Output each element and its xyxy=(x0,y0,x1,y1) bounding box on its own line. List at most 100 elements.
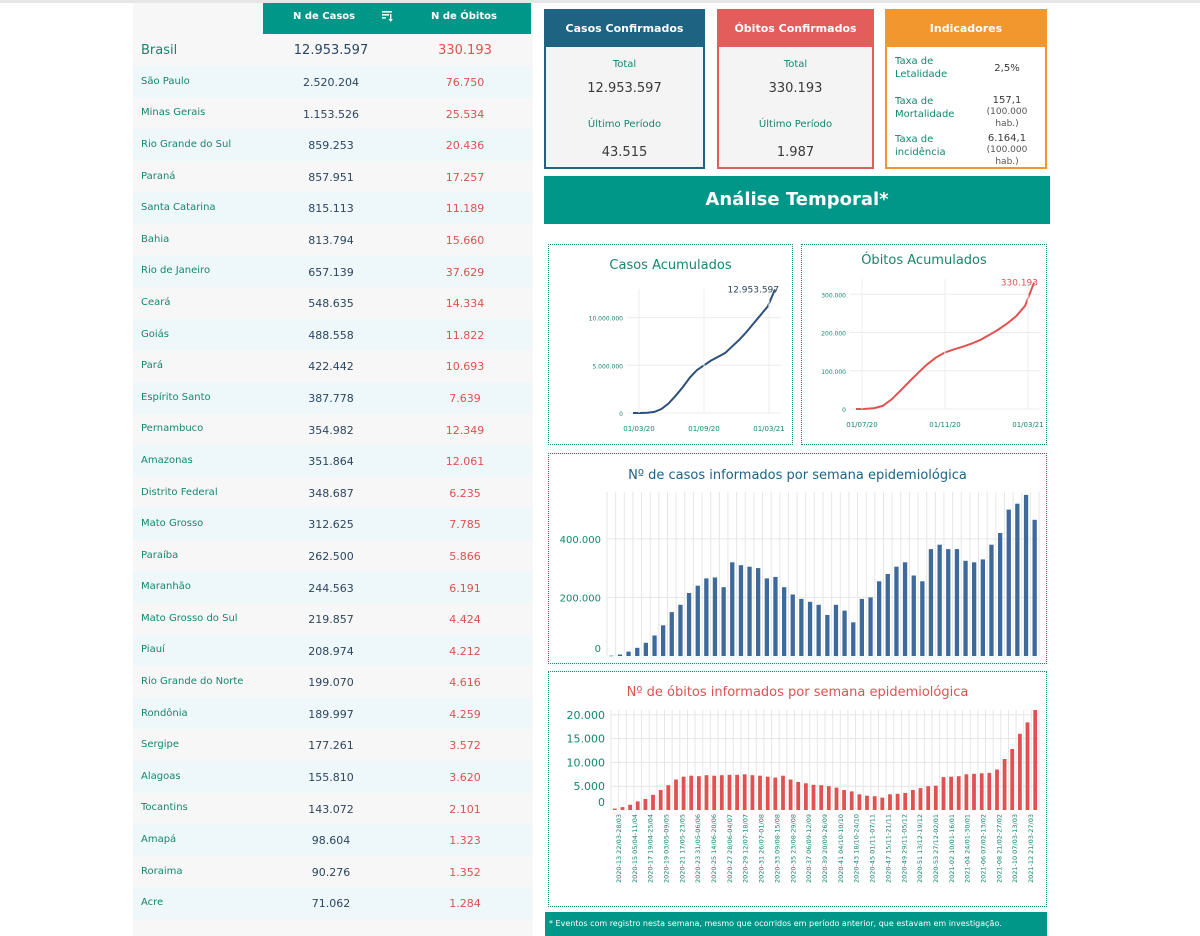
bar xyxy=(842,790,846,810)
bar xyxy=(833,604,839,657)
table-row[interactable]: Pará 422.442 10.693 xyxy=(133,350,531,382)
table-row[interactable]: Pernambuco 354.982 12.349 xyxy=(133,414,531,446)
x-tick-label: 2021-06 07/02-13/02 xyxy=(980,814,988,883)
x-tick-label: 2021-10 07/03-13/03 xyxy=(1011,814,1019,883)
bar xyxy=(911,790,915,810)
kpi-cases-title: Casos Confirmados xyxy=(546,11,703,47)
row-name: Espírito Santo xyxy=(141,391,211,403)
table-row[interactable]: Mato Grosso 312.625 7.785 xyxy=(133,508,531,540)
table-row[interactable]: Amapá 98.604 1.323 xyxy=(133,824,531,856)
table-row[interactable]: Minas Gerais 1.153.526 25.534 xyxy=(133,98,531,130)
x-tick-label: 2020-29 12/07-18/07 xyxy=(742,814,750,883)
table-row[interactable]: Paraíba 262.500 5.866 xyxy=(133,540,531,572)
row-name: Rio de Janeiro xyxy=(141,265,211,277)
bar xyxy=(807,601,813,656)
row-cases: 189.997 xyxy=(308,707,354,721)
row-cases: 155.810 xyxy=(308,771,354,785)
end-value-label: 12.953.597 xyxy=(727,285,779,295)
table-row[interactable]: Goiás 488.558 11.822 xyxy=(133,318,531,351)
row-cases: 143.072 xyxy=(308,802,354,816)
bar xyxy=(842,610,847,656)
bar xyxy=(918,788,923,810)
table-row[interactable]: Acre 71.062 1.284 xyxy=(133,887,531,920)
x-tick-label: 2020-39 20/09-26/09 xyxy=(821,814,829,883)
bar xyxy=(704,578,709,656)
table-row-brasil[interactable]: Brasil 12.953.597 330.193 xyxy=(133,34,531,66)
bar xyxy=(928,549,934,656)
table-row[interactable]: Amazonas 351.864 12.061 xyxy=(133,445,531,477)
bar xyxy=(781,775,785,810)
bar xyxy=(972,562,977,656)
x-tick-label: 2021-02 10/01-16/01 xyxy=(948,814,956,883)
kpi-deaths-card: Óbitos Confirmados Total 330.193 Último … xyxy=(717,9,874,169)
table-row[interactable]: Paraná 857.951 17.257 xyxy=(133,161,531,193)
sort-icon[interactable] xyxy=(381,9,393,23)
table-row[interactable]: Sergipe 177.261 3.572 xyxy=(133,729,531,761)
table-row[interactable]: Roraima 90.276 1.352 xyxy=(133,856,531,888)
bar xyxy=(1032,519,1037,656)
table-row[interactable]: Rio de Janeiro 657.139 37.629 xyxy=(133,255,531,288)
bar xyxy=(941,777,946,810)
row-deaths: 6.191 xyxy=(449,581,481,595)
bar xyxy=(658,790,663,810)
y-tick-label: 5.000 xyxy=(574,780,606,793)
bar xyxy=(979,773,984,810)
y-tick-label: 100.000 xyxy=(821,369,846,376)
bar xyxy=(756,568,761,656)
bar xyxy=(877,581,882,656)
table-row[interactable]: Rio Grande do Sul 859.253 20.436 xyxy=(133,129,531,161)
table-row[interactable]: Maranhão 244.563 6.191 xyxy=(133,571,531,604)
table-row[interactable]: Distrito Federal 348.687 6.235 xyxy=(133,477,531,509)
table-row[interactable]: Rondônia 189.997 4.259 xyxy=(133,697,531,730)
bar xyxy=(1018,733,1022,810)
kpi-indicators-card: Indicadores Taxa de Letalidade 2,5% Taxa… xyxy=(885,9,1047,169)
bar xyxy=(669,612,674,656)
table-row[interactable]: Espírito Santo 387.778 7.639 xyxy=(133,381,531,414)
table-row[interactable]: Piauí 208.974 4.212 xyxy=(133,634,531,667)
row-name: Maranhão xyxy=(141,581,191,593)
bar xyxy=(885,574,890,656)
row-deaths: 12.349 xyxy=(445,423,485,437)
bar xyxy=(980,559,985,656)
row-name: Paraíba xyxy=(141,549,179,561)
table-row[interactable]: Alagoas 155.810 3.620 xyxy=(133,761,531,793)
x-tick-label: 2020-37 06/09-12/09 xyxy=(805,814,813,883)
table-row[interactable]: Tocantins 143.072 2.101 xyxy=(133,793,531,825)
y-tick-label: 0 xyxy=(598,796,605,809)
column-header-cases[interactable]: N de Casos xyxy=(293,11,356,22)
bar xyxy=(1010,749,1015,810)
row-name: Mato Grosso xyxy=(141,518,204,530)
top-border xyxy=(0,0,1200,3)
table-row[interactable]: São Paulo 2.520.204 76.750 xyxy=(133,66,531,98)
table-row[interactable]: Mato Grosso do Sul 219.857 4.424 xyxy=(133,603,531,635)
row-deaths: 10.693 xyxy=(445,360,485,374)
kpi-deaths-total-label: Total xyxy=(783,59,808,70)
bar xyxy=(681,776,686,810)
row-name: Acre xyxy=(141,897,164,909)
table-row[interactable]: Rio Grande do Norte 199.070 4.616 xyxy=(133,666,531,698)
table-row[interactable]: Ceará 548.635 14.334 xyxy=(133,287,531,319)
column-header-deaths[interactable]: N de Óbitos xyxy=(431,11,497,22)
bar xyxy=(758,775,762,810)
row-deaths: 5.866 xyxy=(449,549,481,563)
row-name: Alagoas xyxy=(141,770,181,782)
row-name: Distrito Federal xyxy=(141,486,218,498)
bar xyxy=(782,587,787,656)
y-tick-label: 0 xyxy=(595,644,601,655)
bar xyxy=(1015,503,1020,656)
bar xyxy=(933,785,938,810)
row-cases: 12.953.597 xyxy=(293,43,369,58)
bar xyxy=(865,795,869,810)
bar xyxy=(894,566,899,656)
table-header: N de Casos N de Óbitos xyxy=(263,3,531,34)
row-deaths: 1.352 xyxy=(449,865,481,879)
x-tick-label: 01/03/20 xyxy=(623,425,654,433)
bar xyxy=(764,578,769,656)
table-row[interactable]: Bahia 813.794 15.660 xyxy=(133,224,531,256)
bar xyxy=(989,544,994,656)
x-tick-label: 01/03/21 xyxy=(753,425,784,433)
table-row[interactable]: Santa Catarina 815.113 11.189 xyxy=(133,192,531,224)
cumulative-cases-chart: 0 5.000.000 10.000.000 01/03/20 01/09/20 01/0… xyxy=(589,285,785,433)
bar xyxy=(773,576,778,656)
bar xyxy=(626,651,631,656)
